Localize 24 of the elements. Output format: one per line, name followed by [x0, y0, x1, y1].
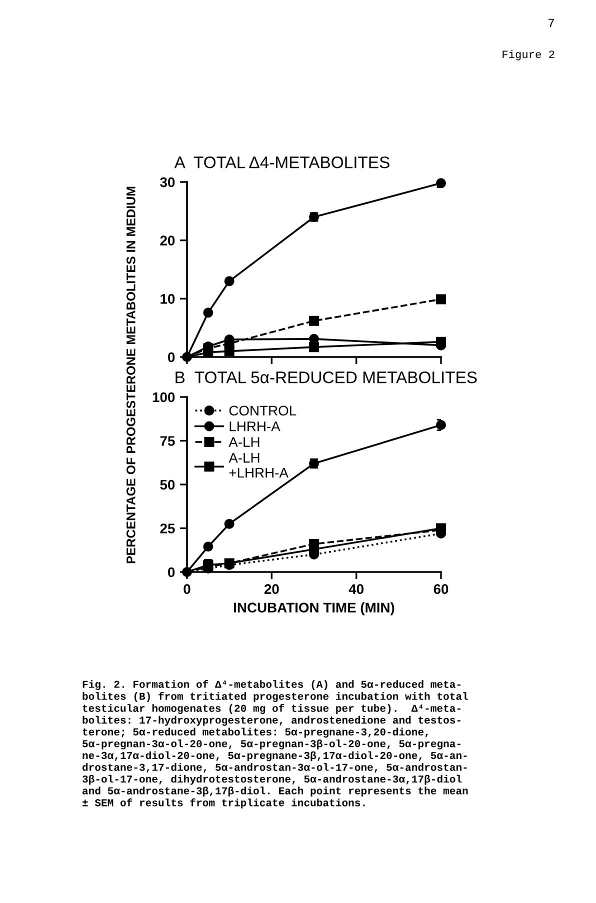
legend-label: A-LH +LHRH-A: [228, 453, 288, 478]
y-tick-label: 20: [160, 236, 175, 246]
chart-title: B TOTAL 5α-REDUCED METABOLITES: [176, 371, 477, 384]
y-tick-label: 100: [152, 392, 175, 402]
x-tick-label: 60: [434, 584, 448, 594]
caption: Figure 2: [502, 50, 554, 60]
text: Fig. 2. Formation of Δ⁴-metabolites (A) and 5α-reduced meta- bolites (B) from tritiated progesterone incubation with total testicular homogenates (20 mg of tissue per tube). Δ⁴-meta- bolites: 17-hydroxyprogesterone, androstenedione and testos- terone; 5α-reduced metabolites: 5α-pregnane-3,20-dione, 5α-pregnan-3α-ol-20-one, 5α-pregnan-3β-ol-20-one, 5α-pregna- ne-3α,17α-diol-20-one, 5α-pregnane-3β,17α-diol-20-one, 5α-an- drostane-3,17-dione, 5α-androstan-3α-ol-17-one, 5α-androstan- 3β-ol-17-one, dihydrotestosterone, 5α-androstane-3α,17β-diol and 5α-androstane-3β,17β-diol. Each point represents the mean ± SEM of results from triplicate incubations.: [82, 680, 468, 808]
y-tick-label: 10: [160, 294, 175, 304]
y-tick-label: 0: [168, 567, 175, 578]
y-axis-title: PERCENTAGE OF PROGESTERONE METABOLITES IN MEDIUM: [126, 186, 136, 564]
chart-title: A TOTAL Δ4-METABOLITES: [174, 156, 390, 168]
x-tick-label: 0: [184, 584, 190, 594]
x-tick-label: 40: [348, 584, 364, 594]
y-tick-label: 0: [168, 352, 175, 362]
legend-label: A-LH: [228, 437, 260, 447]
legend-label: CONTROL: [229, 406, 296, 416]
legend-label: LHRH-A: [230, 422, 280, 432]
y-tick-label: 30: [160, 177, 175, 188]
y-tick-label: 25: [160, 524, 175, 534]
x-axis-title: INCUBATION TIME (MIN): [234, 602, 394, 616]
y-tick-label: 75: [160, 436, 175, 446]
x-tick-label: 20: [264, 584, 279, 594]
text: 7: [548, 18, 554, 28]
y-tick-label: 50: [160, 480, 175, 490]
